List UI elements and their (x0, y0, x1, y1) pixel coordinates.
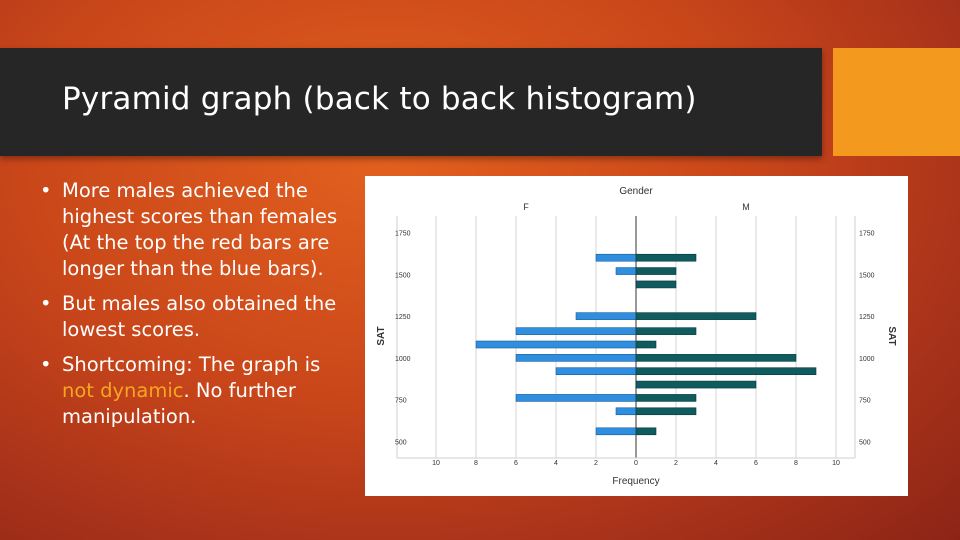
title-bar: Pyramid graph (back to back histogram) (0, 48, 822, 156)
female-bar (475, 340, 637, 349)
female-bar (615, 407, 637, 416)
panel-label-female: F (523, 202, 529, 212)
bullet-text: . No further manipulation. (62, 379, 296, 428)
x-axis-label: Frequency (612, 476, 659, 487)
male-bar (635, 312, 757, 320)
bullet-list: More males achieved the highest scores t… (40, 178, 340, 439)
male-bar (635, 280, 677, 289)
x-tick-label: 10 (432, 460, 440, 467)
x-tick-label: 2 (594, 460, 598, 467)
male-bar (635, 407, 697, 416)
x-tick-label: 0 (634, 460, 638, 467)
y-tick-label: 750 (859, 398, 871, 405)
y-tick-label: 1250 (395, 314, 411, 321)
female-bar (595, 253, 637, 262)
bullet-item: But males also obtained the lowest score… (40, 291, 340, 343)
x-tick-label: 10 (832, 460, 840, 467)
male-bar (635, 427, 657, 436)
pyramid-chart: 1750 1750 1500 1500 1250 1250 1000 1000 750 750 50… (376, 186, 897, 487)
y-axis-label-right: SAT (886, 326, 897, 345)
x-tick-label: 4 (554, 460, 558, 467)
female-bar (615, 267, 637, 275)
y-axis-label-left: SAT (376, 326, 387, 345)
y-tick-label: 1000 (859, 356, 875, 363)
bullet-text: More males achieved the highest scores t… (62, 179, 338, 280)
y-tick-label: 1500 (859, 272, 875, 279)
accent-box (833, 48, 960, 156)
female-bar (515, 327, 637, 335)
y-tick-label: 1000 (395, 356, 411, 363)
x-tick-label: 6 (754, 460, 758, 467)
x-tick-label: 6 (514, 460, 518, 467)
male-bar (635, 267, 677, 275)
y-tick-label: 500 (859, 439, 871, 446)
y-tick-label: 1750 (859, 231, 875, 238)
y-tick-label: 1750 (395, 231, 411, 238)
bullet-item: Shortcoming: The graph is not dynamic. N… (40, 352, 340, 430)
male-bar (635, 394, 697, 402)
bullet-text: Shortcoming: The graph is (62, 353, 321, 376)
female-bar (515, 354, 637, 362)
y-tick-label: 750 (395, 398, 407, 405)
chart-title: Gender (619, 186, 653, 197)
female-bar (515, 394, 637, 402)
male-bar (635, 367, 817, 376)
bullet-text: But males also obtained the lowest score… (62, 292, 337, 341)
male-bar (635, 380, 757, 389)
female-bar (555, 367, 637, 376)
y-tick-label: 1500 (395, 272, 411, 279)
slide-title: Pyramid graph (back to back histogram) (62, 81, 697, 117)
x-tick-label: 8 (794, 460, 798, 467)
x-tick-label: 4 (714, 460, 718, 467)
female-bar (595, 427, 637, 436)
highlight-text: not dynamic (62, 379, 184, 402)
bullet-item: More males achieved the highest scores t… (40, 178, 340, 282)
x-tick-label: 2 (674, 460, 678, 467)
y-tick-label: 500 (395, 439, 407, 446)
male-bar (635, 340, 657, 349)
female-bar (575, 312, 637, 320)
y-tick-label: 1250 (859, 314, 875, 321)
panel-label-male: M (742, 202, 750, 212)
male-bar (635, 354, 797, 362)
male-bar (635, 253, 697, 262)
male-bar (635, 327, 697, 335)
chart-panel: 1750 1750 1500 1500 1250 1250 1000 1000 750 750 50… (365, 176, 908, 496)
x-tick-label: 8 (474, 460, 478, 467)
